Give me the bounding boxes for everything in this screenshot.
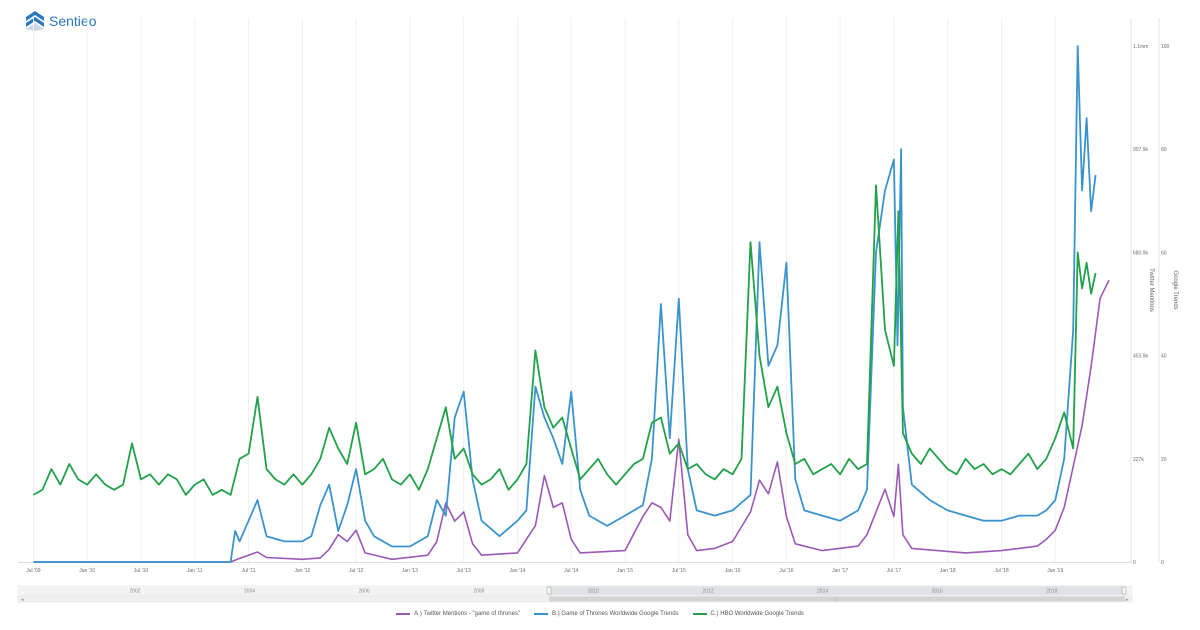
x-tick-label: Jul '15 bbox=[672, 568, 687, 574]
x-tick-label: Jan '14 bbox=[509, 568, 525, 574]
series-layer bbox=[32, 45, 1110, 563]
x-tick-label: Jan '10 bbox=[79, 568, 95, 574]
x-tick-label: Jul '09 bbox=[26, 568, 41, 574]
twitter-axis-title: Twitter Mentions bbox=[1148, 268, 1154, 312]
x-tick-label: Jul '13 bbox=[457, 568, 472, 574]
navigator-year-label: 2016 bbox=[932, 589, 943, 595]
twitter-axis-tick: 680.9k bbox=[1133, 250, 1149, 256]
x-tick-label: Jul '10 bbox=[134, 568, 149, 574]
grid-layer bbox=[32, 18, 1056, 562]
x-tick-label: Jul '11 bbox=[242, 568, 256, 574]
trends-axis-tick: 0 bbox=[1161, 560, 1164, 566]
x-tick-label: Jul '16 bbox=[779, 568, 794, 574]
x-tick-label: Jul '14 bbox=[564, 568, 579, 574]
navigator-year-label: 2004 bbox=[244, 589, 255, 595]
navigator-year-label: 2010 bbox=[588, 589, 599, 595]
series-line-got[interactable] bbox=[33, 45, 1097, 563]
legend-label-twitter: A.) Twitter Mentions - "game of thrones" bbox=[414, 611, 521, 617]
x-tick-label: Jul '17 bbox=[887, 568, 902, 574]
x-tick-label: Jan '18 bbox=[940, 568, 956, 574]
brand-name: Sentieo bbox=[49, 13, 97, 29]
sentieo-logo-icon bbox=[26, 11, 44, 31]
legend-swatch-got bbox=[534, 613, 549, 615]
navigator-year-label: 2012 bbox=[702, 589, 713, 595]
navigator-year-label: 2006 bbox=[359, 589, 370, 595]
legend-item-twitter[interactable]: A.) Twitter Mentions - "game of thrones" bbox=[396, 611, 520, 617]
twitter-axis-tick: 453.9k bbox=[1133, 354, 1149, 360]
trends-axis-tick: 20 bbox=[1161, 457, 1167, 463]
x-tick-label: Jul '12 bbox=[349, 568, 364, 574]
legend-label-got: B.) Game of Thrones Worldwide Google Tre… bbox=[552, 611, 679, 617]
navigator-selection[interactable] bbox=[549, 586, 1125, 595]
navigator-right-handle[interactable] bbox=[1121, 586, 1127, 595]
x-tick-label: Jul '18 bbox=[994, 568, 1009, 574]
trends-axis-tick: 100 bbox=[1161, 44, 1170, 50]
navigator-year-label: 2002 bbox=[129, 589, 140, 595]
series-line-hbo[interactable] bbox=[32, 184, 1097, 496]
navigator-year-label: 2014 bbox=[817, 589, 828, 595]
x-tick-label: Jan '19 bbox=[1047, 568, 1063, 574]
brand-logo[interactable]: Sentieo bbox=[25, 10, 96, 32]
x-tick-label: Jan '16 bbox=[725, 568, 741, 574]
x-tick-label: Jan '11 bbox=[187, 568, 203, 574]
chart-legend: A.) Twitter Mentions - "game of thrones"… bbox=[0, 611, 1200, 617]
twitter-axis-tick: 0 bbox=[1133, 560, 1136, 566]
navigator-scrollbar-thumb[interactable] bbox=[549, 596, 1125, 602]
axes-layer: Jul '09 Jan '10 Jul '10 Jan '11 Jul '11 Jan '… bbox=[18, 18, 1178, 574]
twitter-axis-tick: 907.9k bbox=[1133, 147, 1149, 153]
x-tick-label: Jan '15 bbox=[617, 568, 633, 574]
twitter-axis-tick: 227k bbox=[1133, 457, 1144, 463]
series-line-twitter[interactable] bbox=[33, 279, 1110, 563]
legend-item-hbo[interactable]: C.) HBO Worldwide Google Trends bbox=[692, 611, 804, 617]
navigator-left-handle[interactable] bbox=[546, 586, 552, 595]
scroll-left-arrow[interactable]: ◂ bbox=[21, 597, 24, 603]
navigator-year-label: 2018 bbox=[1046, 589, 1057, 595]
trends-axis-tick: 40 bbox=[1161, 354, 1167, 360]
range-navigator[interactable]: ◂ ▸ ⁞ 2002 2004 2006 2008 2010 2012 2014 2016 20… bbox=[17, 585, 1133, 603]
x-tick-label: Jan '12 bbox=[294, 568, 310, 574]
scroll-right-arrow[interactable]: ▸ bbox=[1126, 597, 1129, 603]
legend-swatch-hbo bbox=[692, 613, 707, 615]
legend-label-hbo: C.) HBO Worldwide Google Trends bbox=[710, 611, 804, 617]
x-tick-label: Jan '17 bbox=[832, 568, 848, 574]
trends-axis-tick: 80 bbox=[1161, 147, 1167, 153]
navigator-year-label: 2008 bbox=[473, 589, 484, 595]
x-tick-label: Jan '13 bbox=[402, 568, 418, 574]
scroll-thumb-grip: ⁞ bbox=[835, 597, 836, 603]
twitter-axis-tick: 1.1mm bbox=[1133, 44, 1148, 50]
trends-axis-title: Google Trends bbox=[1172, 270, 1178, 309]
legend-item-got[interactable]: B.) Game of Thrones Worldwide Google Tre… bbox=[534, 611, 679, 617]
trends-axis-tick: 60 bbox=[1161, 250, 1167, 256]
legend-swatch-twitter bbox=[396, 613, 411, 615]
